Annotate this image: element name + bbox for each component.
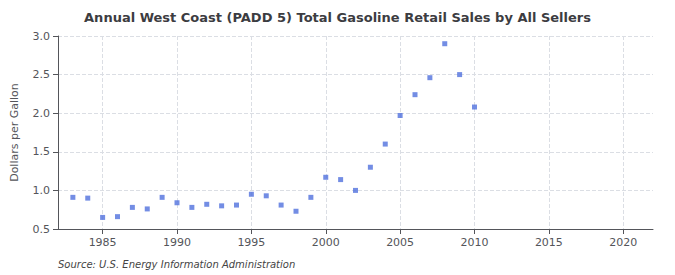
svg-text:Annual West Coast (PADD 5) Tot: Annual West Coast (PADD 5) Total Gasolin… [84,10,591,25]
svg-text:2.0: 2.0 [33,107,51,120]
svg-text:2020: 2020 [609,236,637,249]
svg-text:1990: 1990 [163,236,191,249]
svg-text:1.5: 1.5 [33,145,51,158]
svg-text:1985: 1985 [89,236,117,249]
svg-text:2010: 2010 [461,236,489,249]
svg-text:Dollars per Gallon: Dollars per Gallon [8,83,21,182]
svg-text:2.5: 2.5 [33,68,51,81]
svg-text:2015: 2015 [535,236,563,249]
svg-text:3.0: 3.0 [33,30,51,43]
svg-text:1995: 1995 [237,236,265,249]
svg-text:2005: 2005 [386,236,414,249]
svg-text:2000: 2000 [312,236,340,249]
svg-text:0.5: 0.5 [33,223,51,236]
svg-text:1.0: 1.0 [33,184,51,197]
svg-text:Source: U.S. Energy Informatio: Source: U.S. Energy Information Administ… [58,259,295,270]
